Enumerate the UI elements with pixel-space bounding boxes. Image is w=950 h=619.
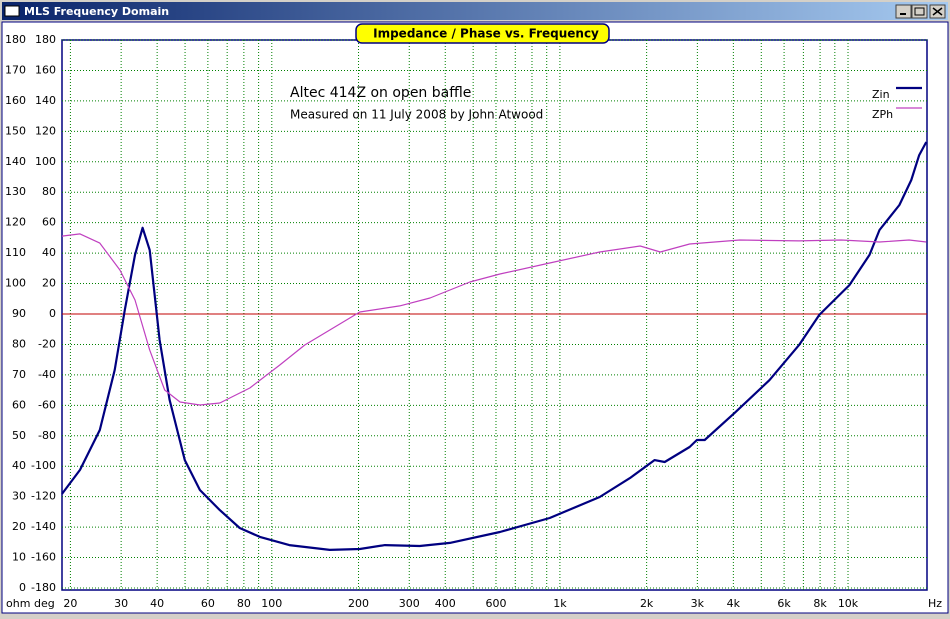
window-icon — [4, 5, 20, 17]
x-tick-label: 80 — [237, 597, 251, 610]
y2-tick-label: -120 — [31, 490, 56, 503]
y-tick-label: 40 — [12, 459, 26, 472]
title-box — [355, 23, 610, 44]
x-tick-label: 8k — [813, 597, 827, 610]
y2-tick-label: 80 — [42, 185, 56, 198]
y-tick-label: 160 — [5, 94, 26, 107]
annotation: Measured on 11 July 2008 by John Atwood — [290, 108, 543, 122]
y2-axis-label: deg — [34, 597, 55, 610]
y2-tick-label: 100 — [35, 155, 56, 168]
y2-tick-label: -20 — [38, 337, 56, 350]
x-tick-label: 60 — [201, 597, 215, 610]
y2-tick-label: -160 — [31, 551, 56, 564]
y2-tick-label: 180 — [35, 33, 56, 46]
x-tick-label: 100 — [261, 597, 282, 610]
y-tick-label: 100 — [5, 277, 26, 290]
plot-area — [61, 39, 928, 591]
window-title: MLS Frequency Domain — [24, 5, 169, 18]
x-tick-label: 200 — [348, 597, 369, 610]
y-tick-label: 150 — [5, 124, 26, 137]
y-tick-label: 30 — [12, 490, 26, 503]
y2-tick-label: 160 — [35, 63, 56, 76]
maximize-button[interactable] — [911, 4, 928, 19]
y-tick-label: 140 — [5, 155, 26, 168]
maximize-icon — [914, 7, 925, 16]
x-tick-label: 300 — [399, 597, 420, 610]
x-tick-label: 20 — [63, 597, 77, 610]
y-tick-label: 120 — [5, 216, 26, 229]
y-tick-label: 70 — [12, 368, 26, 381]
x-tick-label: 2k — [640, 597, 654, 610]
x-tick-label: 4k — [727, 597, 741, 610]
y-tick-label: 80 — [12, 337, 26, 350]
x-tick-label: 3k — [691, 597, 705, 610]
y2-tick-label: 20 — [42, 277, 56, 290]
y-tick-label: 130 — [5, 185, 26, 198]
y-tick-label: 90 — [12, 307, 26, 320]
annotation: Altec 414Z on open baffle — [290, 85, 471, 101]
x-tick-label: 40 — [150, 597, 164, 610]
y-tick-label: 20 — [12, 520, 26, 533]
y-tick-label: 110 — [5, 246, 26, 259]
y-axis-label: ohm — [6, 597, 30, 610]
x-tick-label: 1k — [553, 597, 567, 610]
x-tick-label: 10k — [838, 597, 859, 610]
y2-tick-label: -80 — [38, 429, 56, 442]
y2-tick-label: -60 — [38, 398, 56, 411]
y-tick-label: 180 — [5, 33, 26, 46]
y-tick-label: 170 — [5, 63, 26, 76]
y-tick-label: 0 — [19, 581, 26, 594]
y2-tick-label: -100 — [31, 459, 56, 472]
x-tick-label: 6k — [777, 597, 791, 610]
minimize-button[interactable] — [895, 4, 912, 19]
y2-tick-label: 40 — [42, 246, 56, 259]
x-axis-label: Hz — [928, 597, 942, 610]
title-bar — [2, 2, 948, 20]
legend-label: ZPh — [872, 108, 893, 121]
x-tick-label: 600 — [485, 597, 506, 610]
y-tick-label: 60 — [12, 398, 26, 411]
legend-label: Zin — [872, 88, 890, 101]
y-tick-label: 10 — [12, 551, 26, 564]
plot: 0 10 20 30 40 50 60 70 80 90 100 110 120 130 140 150 160… — [5, 33, 928, 610]
series-line — [61, 141, 928, 551]
series-line — [61, 233, 927, 406]
y2-tick-label: -40 — [38, 368, 56, 381]
chart-title: Impedance / Phase vs. Frequency — [373, 27, 599, 41]
y2-tick-label: 140 — [35, 94, 56, 107]
y2-tick-label: 60 — [42, 216, 56, 229]
y2-tick-label: -180 — [31, 581, 56, 594]
y2-tick-label: 0 — [49, 307, 56, 320]
x-tick-label: 400 — [435, 597, 456, 610]
close-icon — [932, 7, 943, 16]
x-tick-label: 30 — [114, 597, 128, 610]
y2-tick-label: -140 — [31, 520, 56, 533]
y-tick-label: 50 — [12, 429, 26, 442]
y2-tick-label: 120 — [35, 124, 56, 137]
